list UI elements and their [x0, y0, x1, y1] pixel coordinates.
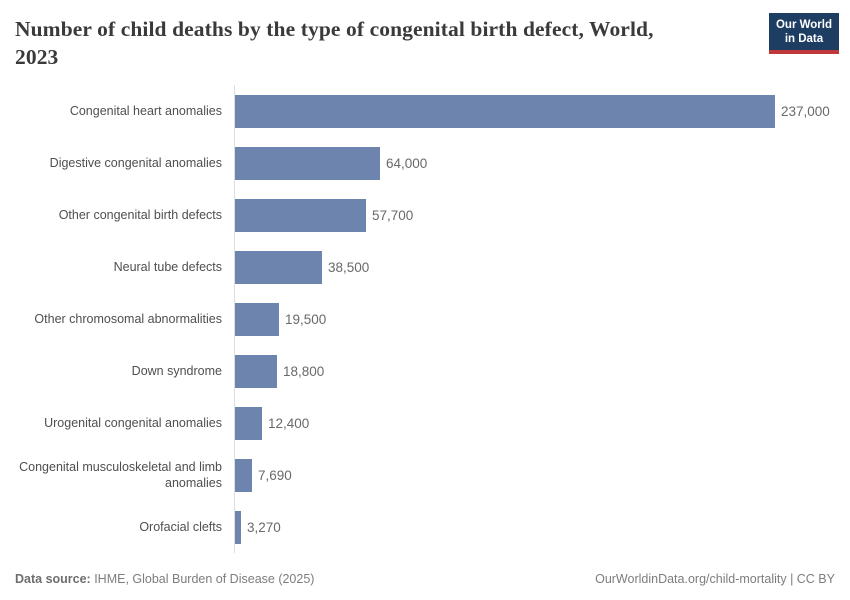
category-label: Down syndrome — [131, 364, 222, 378]
chart-footer: Data source: IHME, Global Burden of Dise… — [15, 572, 835, 586]
chart-row: Orofacial clefts 3,270 — [15, 501, 835, 553]
data-source-value: IHME, Global Burden of Disease (2025) — [90, 572, 315, 586]
chart-row: Other congenital birth defects 57,700 — [15, 189, 835, 241]
chart-row: Congenital musculoskeletal and limb anom… — [15, 449, 835, 501]
bar-cell: 57,700 — [234, 189, 835, 241]
value-label: 12,400 — [268, 415, 310, 431]
chart-title: Number of child deaths by the type of co… — [15, 15, 755, 71]
bar-chart-rows: Congenital heart anomalies 237,000 Digesti… — [15, 85, 835, 553]
y-axis-line — [234, 85, 235, 553]
bar-cell: 18,800 — [234, 345, 835, 397]
bar-cell: 3,270 — [234, 501, 835, 553]
bar[interactable] — [234, 406, 262, 440]
category-label: Congenital heart anomalies — [69, 104, 222, 118]
owid-logo-line-2: in Data — [784, 33, 824, 45]
chart-row: Neural tube defects 38,500 — [15, 241, 835, 293]
chart-row: Down syndrome 18,800 — [15, 345, 835, 397]
value-label: 19,500 — [285, 311, 327, 327]
owid-logo: Our World in Data — [768, 13, 839, 54]
bar[interactable] — [234, 510, 241, 544]
chart-row: Congenital heart anomalies 237,000 — [15, 85, 835, 137]
data-source-label: Data source: — [15, 572, 91, 586]
data-source-note: Data source: IHME, Global Burden of Dise… — [15, 572, 314, 586]
category-label: Urogenital congenital anomalies — [44, 416, 222, 430]
chart-row: Urogenital congenital anomalies 12,400 — [15, 397, 835, 449]
category-label: Digestive congenital anomalies — [49, 156, 222, 170]
value-label: 237,000 — [781, 103, 830, 119]
value-label: 3,270 — [247, 519, 281, 535]
value-label: 57,700 — [372, 207, 414, 223]
bar[interactable] — [234, 94, 775, 128]
bar-cell: 19,500 — [234, 293, 835, 345]
category-label: Other chromosomal abnormalities — [34, 312, 222, 326]
category-label: Neural tube defects — [113, 260, 222, 274]
bar[interactable] — [234, 354, 277, 388]
chart-row: Other chromosomal abnormalities 19,500 — [15, 293, 835, 345]
owid-logo-line-1: Our World — [775, 19, 832, 31]
credit-line: OurWorldinData.org/child-mortality | CC … — [595, 572, 835, 586]
value-label: 64,000 — [386, 155, 428, 171]
bar-cell: 12,400 — [234, 397, 835, 449]
value-label: 38,500 — [328, 259, 370, 275]
bar-chart: Congenital heart anomalies 237,000 Digesti… — [15, 85, 835, 553]
category-label: Congenital musculoskeletal and limb anom… — [19, 460, 222, 490]
value-label: 18,800 — [283, 363, 325, 379]
value-label: 7,690 — [258, 467, 292, 483]
chart-title-line-2: 2023 — [15, 45, 59, 69]
bar-cell: 237,000 — [234, 85, 835, 137]
chart-row: Digestive congenital anomalies 64,000 — [15, 137, 835, 189]
bar[interactable] — [234, 250, 322, 284]
category-label: Other congenital birth defects — [58, 208, 222, 222]
bar[interactable] — [234, 302, 279, 336]
bar[interactable] — [234, 198, 366, 232]
bar-cell: 64,000 — [234, 137, 835, 189]
category-label: Orofacial clefts — [139, 520, 222, 534]
bar[interactable] — [234, 146, 380, 180]
bar-cell: 7,690 — [234, 449, 835, 501]
chart-title-line-1: Number of child deaths by the type of co… — [15, 17, 654, 41]
bar[interactable] — [234, 458, 252, 492]
chart-header: Number of child deaths by the type of co… — [15, 13, 839, 79]
bar-cell: 38,500 — [234, 241, 835, 293]
